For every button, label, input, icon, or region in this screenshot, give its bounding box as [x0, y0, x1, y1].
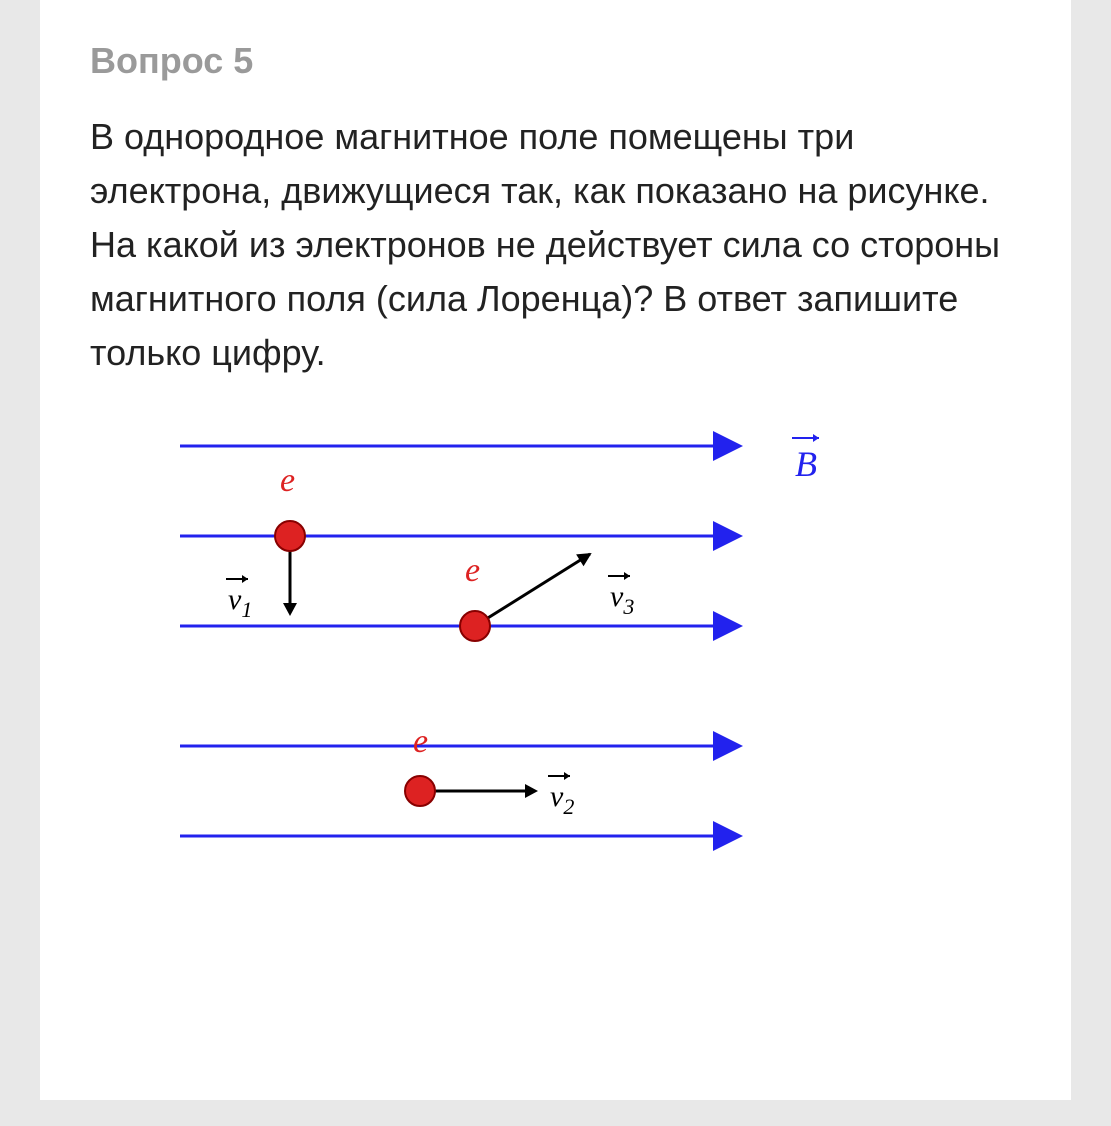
question-title: Вопрос 5 [90, 40, 1021, 82]
question-card: Вопрос 5 В однородное магнитное поле пом… [40, 0, 1071, 1100]
svg-text:e: e [413, 723, 428, 760]
svg-text:v1: v1 [228, 583, 252, 622]
svg-text:v2: v2 [550, 780, 574, 819]
svg-text:e: e [465, 552, 480, 589]
diagram-svg: Be v1 e v3 e v2 [120, 416, 880, 876]
svg-text:B: B [795, 444, 817, 484]
physics-diagram: Be v1 e v3 e v2 [120, 416, 1021, 881]
svg-text:e: e [280, 462, 295, 499]
question-text: В однородное магнитное поле помещены три… [90, 110, 1021, 380]
svg-text:v3: v3 [610, 580, 634, 619]
